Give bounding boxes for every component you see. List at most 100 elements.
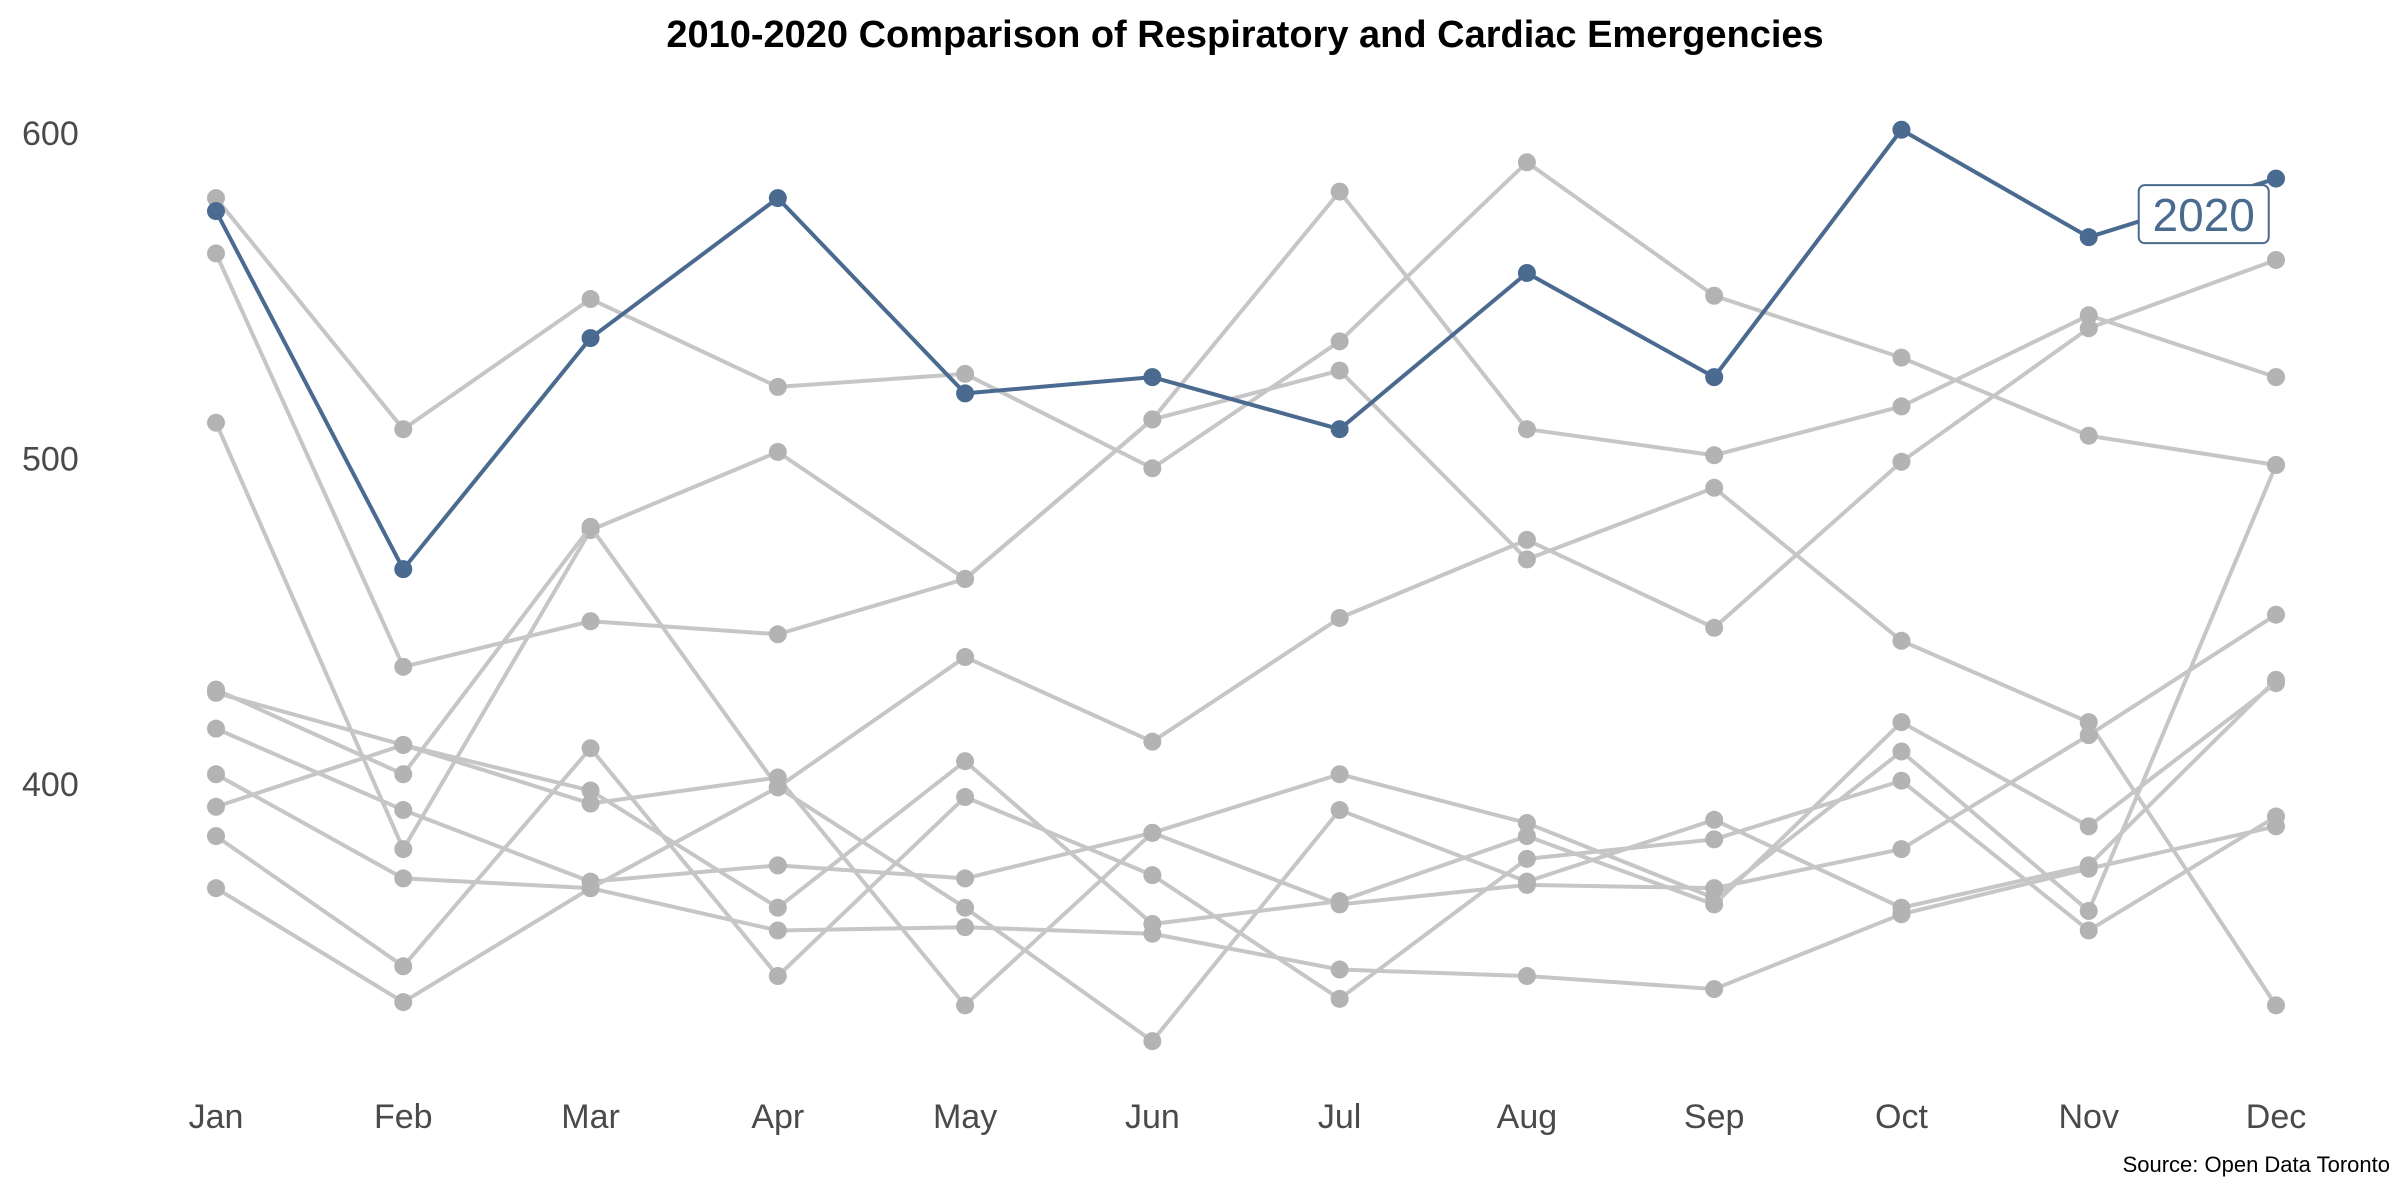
background-series-point xyxy=(581,739,600,758)
background-series-point xyxy=(1143,410,1162,429)
background-series-line xyxy=(215,258,2277,790)
background-series-point xyxy=(768,778,787,797)
background-series-point xyxy=(1705,286,1724,305)
background-series-line xyxy=(214,189,2277,669)
background-series-point xyxy=(2267,250,2285,269)
background-series-point xyxy=(2267,605,2285,624)
highlight-series-point xyxy=(1705,368,1724,387)
highlight-series-group: 2020 xyxy=(207,120,2285,579)
background-series-line xyxy=(215,613,2278,907)
background-series-point xyxy=(1517,872,1536,891)
background-series-line xyxy=(214,746,2278,1001)
background-series-point xyxy=(768,967,787,986)
background-series-point xyxy=(1892,742,1911,761)
background-series-line xyxy=(214,160,2277,471)
y-tick-label: 500 xyxy=(22,441,79,479)
x-tick-label: Mar xyxy=(561,1098,620,1136)
background-series-point xyxy=(207,765,225,784)
background-series-point xyxy=(956,918,975,937)
background-series-point xyxy=(2267,368,2285,387)
background-series-point xyxy=(1330,960,1349,979)
background-series-point xyxy=(956,898,975,917)
highlight-series-label: 2020 xyxy=(2137,184,2270,245)
background-series-point xyxy=(2267,456,2285,475)
background-series-point xyxy=(1517,814,1536,833)
background-series-point xyxy=(1143,732,1162,751)
background-series-point xyxy=(1143,1032,1162,1051)
background-series-point xyxy=(394,993,413,1012)
background-series-point xyxy=(1705,446,1724,465)
background-series-point xyxy=(1330,765,1349,784)
x-tick-label: Sep xyxy=(1684,1098,1745,1136)
x-tick-label: Jul xyxy=(1318,1098,1361,1136)
background-series-point xyxy=(394,420,413,439)
background-series-point xyxy=(394,735,413,754)
background-series-point xyxy=(1143,459,1162,478)
background-series-point xyxy=(1705,618,1724,637)
background-series-point xyxy=(1143,914,1162,933)
x-tick-label: Nov xyxy=(2058,1098,2118,1136)
background-series-point xyxy=(768,921,787,940)
highlight-series-point xyxy=(1517,263,1536,282)
highlight-series-point xyxy=(1330,420,1349,439)
highlight-series-point xyxy=(1892,120,1911,139)
background-series-point xyxy=(1517,153,1536,172)
background-series-point xyxy=(1330,361,1349,380)
background-series-point xyxy=(1517,827,1536,846)
background-series-point xyxy=(1330,801,1349,820)
source-caption: Source: Open Data Toronto xyxy=(2122,1152,2390,1177)
background-series-point xyxy=(207,683,225,702)
background-series-point xyxy=(1705,478,1724,497)
x-tick-label: Dec xyxy=(2246,1098,2306,1136)
background-series-point xyxy=(394,801,413,820)
background-series-point xyxy=(2079,426,2098,445)
background-series-point xyxy=(1892,771,1911,790)
highlight-series-point xyxy=(581,329,600,348)
x-tick-label: Apr xyxy=(751,1098,804,1136)
background-series-point xyxy=(1330,608,1349,627)
background-series-point xyxy=(2267,807,2285,826)
x-tick-label: Jan xyxy=(189,1098,244,1136)
background-series-point xyxy=(1517,967,1536,986)
background-series-point xyxy=(394,657,413,676)
background-series-point xyxy=(1143,866,1162,885)
background-series-point xyxy=(956,996,975,1015)
background-series-point xyxy=(1143,823,1162,842)
background-series-point xyxy=(581,781,600,800)
highlight-series-point xyxy=(394,560,413,579)
background-series-point xyxy=(581,794,600,813)
x-tick-label: May xyxy=(933,1098,997,1136)
background-series-point xyxy=(394,765,413,784)
background-series-point xyxy=(207,879,225,898)
background-series-line xyxy=(215,772,2277,992)
background-series-point xyxy=(581,290,600,309)
background-series-point xyxy=(956,752,975,771)
highlight-series-point xyxy=(768,189,787,208)
background-series-point xyxy=(394,869,413,888)
background-series-point xyxy=(581,517,600,536)
y-tick-label: 600 xyxy=(22,115,79,153)
x-tick-label: Oct xyxy=(1875,1098,1928,1136)
highlight-label-box xyxy=(2137,184,2270,245)
background-series-point xyxy=(1892,452,1911,471)
background-series-point xyxy=(2079,306,2098,325)
background-series-point xyxy=(1517,530,1536,549)
background-series-point xyxy=(768,625,787,644)
background-series-point xyxy=(207,413,225,432)
background-series-point xyxy=(956,869,975,888)
background-series-point xyxy=(2079,901,2098,920)
background-series-point xyxy=(768,898,787,917)
background-series-point xyxy=(207,797,225,816)
background-series-point xyxy=(1705,980,1724,999)
background-series-point xyxy=(2079,921,2098,940)
background-series-point xyxy=(2079,319,2098,338)
background-series-point xyxy=(2079,856,2098,875)
background-series-point xyxy=(1892,348,1911,367)
highlight-label-text: 2020 xyxy=(2153,189,2255,241)
background-series-point xyxy=(1705,879,1724,898)
background-series-point xyxy=(1705,810,1724,829)
highlight-series-point xyxy=(956,384,975,403)
background-series-point xyxy=(2079,726,2098,745)
highlight-series-point xyxy=(207,202,225,221)
